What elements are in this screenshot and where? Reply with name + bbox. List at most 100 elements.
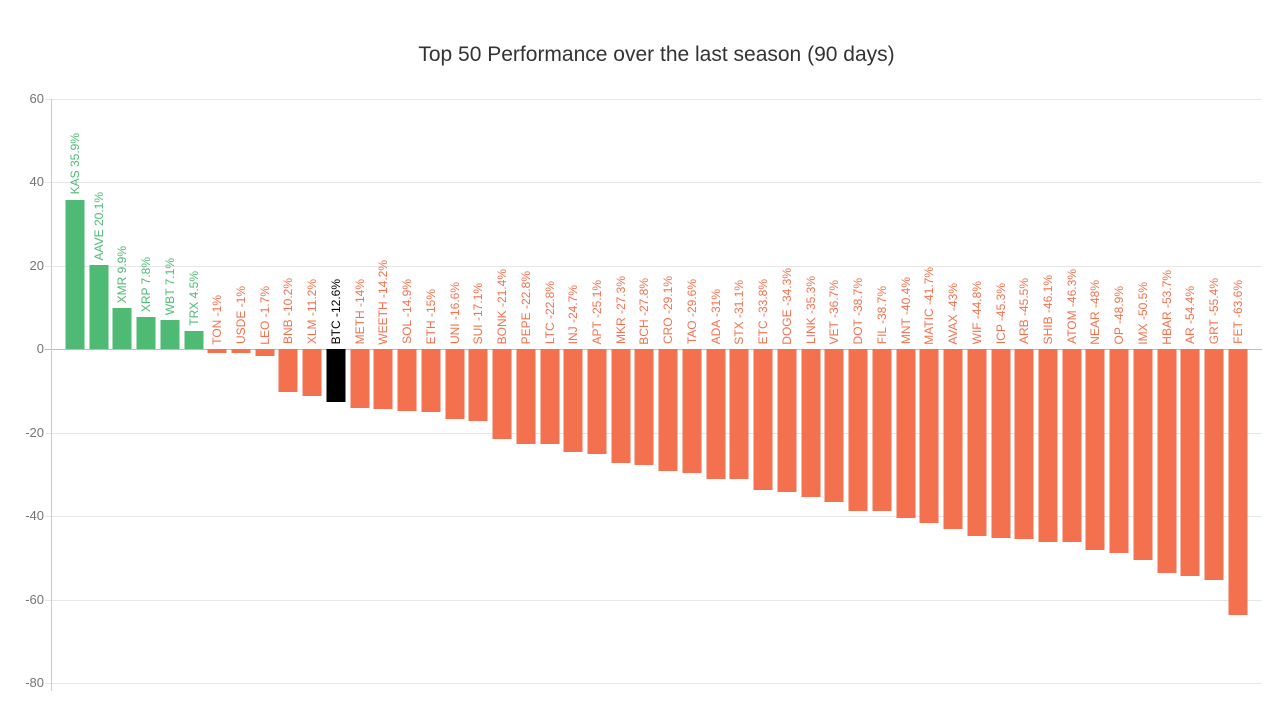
bar-slot-mkr: MKR -27.3% bbox=[609, 99, 633, 683]
bar-xrp[interactable] bbox=[136, 316, 156, 350]
bar-slot-shib: SHIB -46.1% bbox=[1036, 99, 1060, 683]
bar-ada[interactable] bbox=[706, 349, 726, 479]
bar-label-shib: SHIB -46.1% bbox=[1040, 274, 1055, 345]
bar-bonk[interactable] bbox=[492, 349, 512, 439]
y-axis-tick-label: -20 bbox=[25, 424, 44, 440]
bar-label-bonk: BONK -21.4% bbox=[495, 268, 510, 345]
bar-label-eth: ETH -15% bbox=[423, 288, 438, 345]
bar-arb[interactable] bbox=[1014, 349, 1034, 540]
bar-slot-doge: DOGE -34.3% bbox=[775, 99, 799, 683]
bar-fil[interactable] bbox=[872, 349, 892, 511]
bar-bch[interactable] bbox=[634, 349, 654, 466]
bar-label-near: NEAR -48% bbox=[1088, 279, 1103, 345]
bar-shib[interactable] bbox=[1038, 349, 1058, 542]
bar-label-fet: FET -63.6% bbox=[1230, 280, 1245, 345]
bar-btc[interactable] bbox=[326, 349, 346, 402]
bar-vet[interactable] bbox=[824, 349, 844, 503]
bar-wif[interactable] bbox=[967, 349, 987, 537]
bar-tao[interactable] bbox=[682, 349, 702, 473]
bar-label-atom: ATOM -46.3% bbox=[1064, 269, 1079, 345]
y-axis-tick-label: 40 bbox=[29, 174, 44, 190]
bar-slot-ar: AR -54.4% bbox=[1179, 99, 1203, 683]
bar-imx[interactable] bbox=[1133, 349, 1153, 560]
gridline bbox=[45, 683, 1262, 684]
bar-apt[interactable] bbox=[587, 349, 607, 454]
gridline bbox=[45, 99, 1262, 100]
bar-ar[interactable] bbox=[1180, 349, 1200, 577]
bar-slot-leo: LEO -1.7% bbox=[253, 99, 277, 683]
y-axis-tick-label: -60 bbox=[25, 591, 44, 607]
bar-matic[interactable] bbox=[919, 349, 939, 524]
bar-ton[interactable] bbox=[207, 349, 227, 354]
bar-atom[interactable] bbox=[1062, 349, 1082, 543]
bar-label-mnt: MNT -40.4% bbox=[898, 277, 913, 345]
bar-label-inj: INJ -24.7% bbox=[566, 284, 581, 345]
bar-label-grt: GRT -55.4% bbox=[1207, 278, 1222, 345]
bar-label-sui: SUI -17.1% bbox=[471, 282, 486, 345]
bar-near[interactable] bbox=[1085, 349, 1105, 550]
gridline bbox=[45, 599, 1262, 601]
bar-label-uni: UNI -16.6% bbox=[447, 282, 462, 345]
bar-label-wif: WIF -44.8% bbox=[969, 280, 984, 345]
bar-fet[interactable] bbox=[1228, 349, 1248, 615]
bar-op[interactable] bbox=[1109, 349, 1129, 554]
bar-slot-ton: TON -1% bbox=[205, 99, 229, 683]
bar-dot[interactable] bbox=[848, 349, 868, 511]
bar-xlm[interactable] bbox=[302, 349, 322, 396]
bar-kas[interactable] bbox=[65, 199, 85, 350]
bar-label-xmr: XMR 9.9% bbox=[115, 245, 130, 303]
bar-xmr[interactable] bbox=[112, 308, 132, 350]
y-axis-tick-label: -80 bbox=[25, 675, 44, 690]
chart-title: Top 50 Performance over the last season … bbox=[418, 43, 895, 66]
bar-slot-icp: ICP -45.3% bbox=[989, 99, 1013, 683]
bar-label-matic: MATIC -41.7% bbox=[922, 266, 937, 345]
bar-slot-wbt: WBT 7.1% bbox=[158, 99, 182, 683]
bar-bnb[interactable] bbox=[278, 349, 298, 392]
bar-eth[interactable] bbox=[421, 349, 441, 412]
bar-label-btc: BTC -12.6% bbox=[328, 278, 343, 345]
bar-slot-bonk: BONK -21.4% bbox=[490, 99, 514, 683]
gridline bbox=[45, 182, 1262, 184]
bar-slot-grt: GRT -55.4% bbox=[1202, 99, 1226, 683]
bar-leo[interactable] bbox=[255, 349, 275, 357]
bar-slot-link: LINK -35.3% bbox=[799, 99, 823, 683]
bar-sui[interactable] bbox=[468, 349, 488, 421]
y-axis-tick-label: 60 bbox=[29, 91, 44, 106]
bar-ltc[interactable] bbox=[540, 349, 560, 445]
bar-meth[interactable] bbox=[350, 349, 370, 408]
bar-weeth[interactable] bbox=[373, 349, 393, 409]
bar-mnt[interactable] bbox=[896, 349, 916, 518]
bar-slot-fil: FIL -38.7% bbox=[870, 99, 894, 683]
bar-stx[interactable] bbox=[729, 349, 749, 479]
bar-cro[interactable] bbox=[658, 349, 678, 471]
bar-sol[interactable] bbox=[397, 349, 417, 412]
bar-slot-pepe: PEPE -22.8% bbox=[514, 99, 538, 683]
bar-link[interactable] bbox=[801, 349, 821, 497]
bar-slot-inj: INJ -24.7% bbox=[561, 99, 585, 683]
bar-grt[interactable] bbox=[1204, 349, 1224, 581]
bar-slot-etc: ETC -33.8% bbox=[751, 99, 775, 683]
bar-label-pepe: PEPE -22.8% bbox=[518, 270, 533, 345]
y-axis-line bbox=[51, 99, 52, 691]
bar-slot-wif: WIF -44.8% bbox=[965, 99, 989, 683]
bar-usde[interactable] bbox=[231, 349, 251, 354]
bar-etc[interactable] bbox=[753, 349, 773, 491]
bar-pepe[interactable] bbox=[516, 349, 536, 445]
bar-icp[interactable] bbox=[991, 349, 1010, 539]
bar-doge[interactable] bbox=[777, 349, 797, 493]
bar-label-apt: APT -25.1% bbox=[590, 279, 605, 345]
bar-inj[interactable] bbox=[563, 349, 583, 453]
bar-trx[interactable] bbox=[184, 330, 204, 350]
bar-aave[interactable] bbox=[89, 265, 109, 350]
bar-label-avax: AVAX -43% bbox=[946, 282, 961, 345]
bar-slot-aave: AAVE 20.1% bbox=[87, 99, 111, 683]
bar-label-wbt: WBT 7.1% bbox=[162, 257, 177, 315]
bar-label-usde: USDE -1% bbox=[234, 286, 248, 345]
bar-slot-avax: AVAX -43% bbox=[941, 99, 965, 683]
bar-mkr[interactable] bbox=[611, 349, 631, 464]
bar-wbt[interactable] bbox=[160, 319, 180, 350]
bar-uni[interactable] bbox=[445, 349, 465, 419]
bar-slot-dot: DOT -38.7% bbox=[846, 99, 870, 683]
bar-avax[interactable] bbox=[943, 349, 963, 529]
bar-hbar[interactable] bbox=[1157, 349, 1177, 574]
